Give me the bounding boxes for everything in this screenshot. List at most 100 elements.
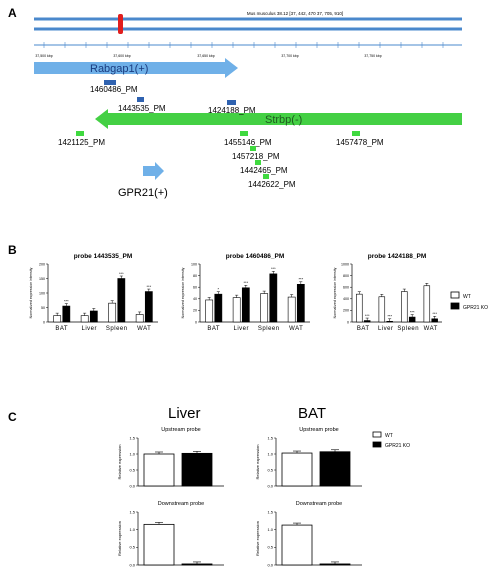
panel-label-c: C [8, 410, 17, 424]
y-tick-label: 0.0 [267, 483, 273, 488]
significance-mark: *** [298, 277, 303, 282]
bar-ko-spleen [408, 316, 416, 323]
y-tick-label: 100 [39, 291, 45, 295]
ruler-label: 37,700 kbp [281, 54, 298, 58]
y-tick-label: 0.0 [267, 562, 273, 567]
y-tick-label: 0 [347, 320, 349, 324]
probe-label: 1442622_PM [248, 180, 296, 189]
bar-wt-bat [356, 293, 363, 323]
gene-arrow-gpr21 [143, 162, 164, 180]
probe-label: 1443535_PM [118, 104, 166, 113]
y-tick-label: 1.0 [129, 451, 135, 456]
y-tick-label: 1.5 [129, 435, 135, 440]
chart-liver-upstream: Upstream probe Relative expression 0.0 0.5 1… [117, 427, 224, 488]
bar-wt [281, 452, 313, 487]
y-tick-label: 1.5 [267, 435, 273, 440]
bar-wt-spleen [260, 293, 269, 323]
bar-wt [143, 453, 175, 487]
y-tick-label: 40 [193, 297, 197, 301]
legend-b: WT GPR21 KO [450, 291, 488, 311]
bar-wt [281, 524, 313, 566]
legend-label-wt: WT [463, 294, 471, 300]
chart-title: Downstream probe [296, 501, 342, 507]
bar-ko-bat [62, 305, 71, 323]
bar-wt-liver [378, 296, 386, 323]
chromosome-label: Mus musculus 38.12 [37, 442, 470 37, 705… [247, 11, 343, 16]
x-tick-label: BAT [207, 326, 220, 332]
bar-wt-wat [423, 285, 431, 323]
y-axis-label: Normalized expression intensity [29, 267, 33, 318]
x-tick-label: Spleen [258, 326, 280, 332]
probe-label: 1424188_PM [208, 106, 256, 115]
y-axis-label: Relative expression [117, 445, 122, 480]
x-tick-label: Spleen [106, 326, 128, 332]
bar-ko [319, 451, 351, 487]
ruler-label: 37,500 kbp [35, 54, 52, 58]
gene-arrow-strbp [95, 109, 462, 129]
legend-c: WT GPR21 KO [372, 431, 410, 449]
y-tick-label: 80 [193, 274, 197, 278]
position-marker [118, 14, 123, 34]
bar-ko [181, 452, 213, 487]
tissue-title-bat: BAT [298, 405, 327, 422]
chart-title: Upstream probe [299, 427, 338, 433]
y-tick-label: 0.5 [129, 545, 135, 550]
probe-mark [250, 146, 256, 151]
probe-mark [263, 174, 269, 179]
chart-title: probe 1424188_PM [368, 253, 427, 260]
chart-bat-downstream: Downstream probe Relative expression 0.0 0.… [255, 501, 362, 567]
bar-wt-bat [53, 315, 62, 323]
y-tick-label: 1.0 [267, 527, 273, 532]
x-tick-label: Spleen [397, 326, 419, 332]
chart-title: probe 1443535_PM [74, 253, 133, 260]
legend-swatch-wt [450, 291, 460, 299]
probe-label: 1442465_PM [240, 166, 288, 175]
chart-liver-downstream: Downstream probe Relative expression 0.0 0.… [117, 501, 224, 567]
bar-ko-liver [89, 310, 98, 323]
y-tick-label: 0.5 [129, 467, 135, 472]
probe-mark [137, 97, 144, 102]
y-tick-label: 0.5 [267, 545, 273, 550]
bar-wt-liver [232, 297, 241, 323]
x-tick-label: WAT [289, 326, 303, 332]
bar-wt-spleen [108, 302, 117, 323]
y-tick-label: 800 [343, 274, 349, 278]
bar-ko-bat [214, 293, 223, 323]
legend-swatch-wt [372, 431, 382, 438]
y-tick-label: 0.0 [129, 562, 135, 567]
y-tick-label: 1.0 [129, 527, 135, 532]
y-tick-label: 0 [195, 320, 197, 324]
bar-wt-wat [287, 296, 296, 323]
panel-label-a: A [8, 6, 17, 20]
y-tick-label: 0.5 [267, 467, 273, 472]
y-tick-label: 60 [193, 286, 197, 290]
bar-ko-spleen [269, 273, 278, 323]
gene-arrow-rabgap1 [34, 58, 238, 78]
chart-title: probe 1460486_PM [226, 253, 285, 260]
y-tick-label: 400 [343, 297, 349, 301]
probe-mark [240, 131, 248, 136]
y-tick-label: 600 [343, 286, 349, 290]
significance-mark: * [218, 286, 220, 291]
chart-probe-1443535: probe 1443535_PM Normalized expression in… [29, 253, 158, 332]
significance-mark: *** [410, 309, 415, 314]
x-tick-label: BAT [357, 326, 370, 332]
probe-mark [104, 80, 116, 85]
y-axis-label: Normalized expression intensity [333, 267, 337, 318]
bar-ko-wat [144, 291, 153, 323]
x-tick-label: WAT [137, 326, 151, 332]
significance-mark: *** [387, 314, 392, 319]
y-tick-label: 200 [39, 262, 45, 266]
chart-title: Upstream probe [161, 427, 200, 433]
legend-label-ko: GPR21 KO [385, 443, 410, 449]
bar-ko-wat [431, 318, 438, 323]
x-tick-label: Liver [81, 326, 97, 332]
legend-label-wt: WT [385, 433, 393, 439]
ruler-label: 37,600 kbp [113, 54, 130, 58]
legend-swatch-ko [372, 441, 382, 448]
probe-mark [352, 131, 360, 136]
genome-browser: Mus musculus 38.12 [37, 442, 470 37, 705… [34, 11, 462, 199]
bar-wt-wat [135, 314, 144, 323]
gene-label-rabgap1: Rabgap1(+) [90, 63, 148, 75]
bar-wt-spleen [401, 291, 408, 323]
